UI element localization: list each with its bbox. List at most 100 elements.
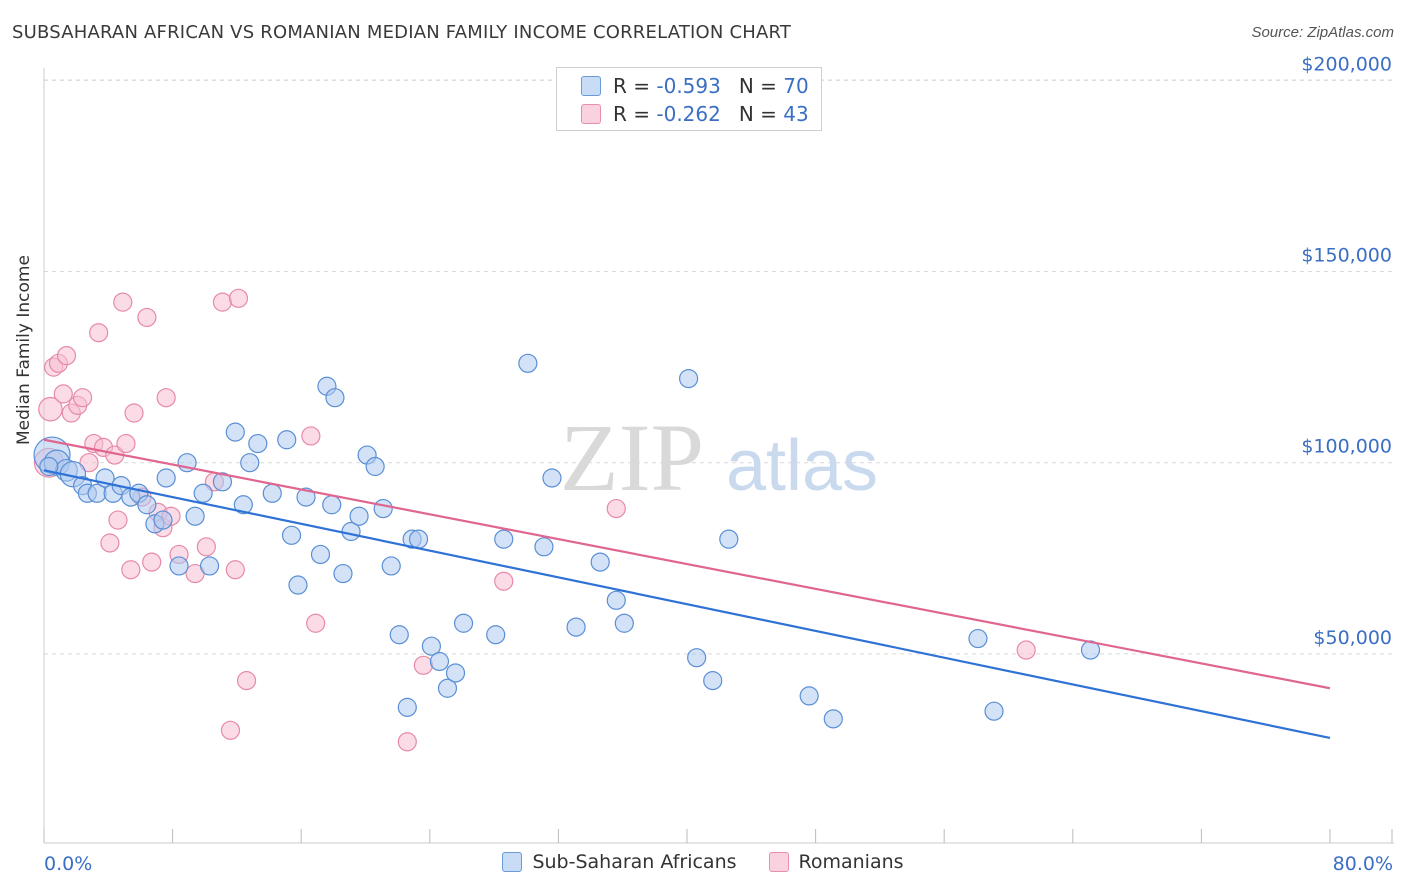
sub-saharan-point — [437, 678, 458, 698]
romanian-point — [121, 560, 141, 580]
n-label: N = — [738, 102, 777, 126]
romanian-point — [156, 388, 176, 408]
sub-saharan-point — [240, 453, 260, 473]
romanian-point — [236, 671, 257, 691]
r-value: -0.262 — [656, 102, 721, 126]
romanian-point — [79, 453, 99, 473]
data-points — [33, 288, 1101, 752]
romanian-point — [89, 323, 109, 343]
sub-saharan-point — [288, 575, 308, 595]
romanian-point — [100, 533, 120, 553]
sub-saharan-point — [310, 544, 331, 565]
romanian-point — [137, 307, 157, 328]
romanian-point — [116, 433, 136, 454]
sub-saharan-point — [333, 563, 353, 584]
sub-saharan-point — [296, 487, 316, 507]
y-tick-label: $150,000 — [1301, 245, 1392, 267]
x-tick-label: 0.0% — [44, 853, 92, 875]
sub-saharan-point — [153, 510, 173, 530]
r-value: -0.593 — [656, 74, 721, 98]
sub-saharan-point — [799, 686, 819, 706]
sub-saharan-point — [606, 590, 626, 610]
romanian-point — [53, 384, 73, 404]
y-axis-label: Median Family Income — [14, 255, 34, 445]
sub-saharan-point — [233, 495, 253, 515]
sub-saharan-point — [719, 529, 739, 549]
r-label: R = — [613, 102, 651, 126]
romanian-point — [494, 571, 514, 591]
blue-swatch — [581, 76, 601, 96]
sub-saharan-point — [169, 556, 189, 576]
sub-saharan-point — [679, 368, 699, 389]
sub-saharan-point — [137, 495, 157, 515]
sub-saharan-point — [968, 628, 988, 649]
sub-saharan-point — [703, 671, 723, 691]
sub-saharan-point — [373, 498, 393, 519]
romanian-point — [1016, 640, 1036, 660]
sub-saharan-point — [349, 506, 369, 526]
sub-saharan-point — [408, 529, 429, 549]
legend-row-pink: R = -0.262 N = 43 — [581, 100, 809, 128]
romanian-point — [397, 732, 417, 752]
sub-saharan-point — [199, 556, 220, 576]
sub-saharan-point — [325, 388, 345, 408]
series-legend: Sub-Saharan Africans Romanians — [0, 851, 1406, 873]
watermark: ZIP atlas — [560, 404, 878, 511]
sub-saharan-point — [486, 625, 506, 645]
sub-saharan-point — [193, 483, 213, 503]
romanian-point — [113, 292, 133, 312]
sub-saharan-point — [212, 472, 233, 492]
sub-saharan-trend-line — [43, 469, 1331, 740]
sub-saharan-point — [823, 709, 843, 729]
romanian-point — [124, 403, 144, 423]
sub-saharan-point — [687, 648, 707, 668]
blue-swatch — [502, 852, 523, 872]
romanian-point — [142, 552, 162, 572]
romanian-point — [413, 655, 433, 675]
y-tick-label: $200,000 — [1301, 53, 1392, 75]
romanian-point — [220, 720, 241, 740]
y-tick-label: $50,000 — [1313, 627, 1392, 649]
romanian-point — [301, 426, 321, 446]
n-label: N = — [738, 74, 777, 98]
gridlines — [44, 79, 1394, 655]
sub-saharan-point — [984, 701, 1004, 721]
sub-saharan-point — [566, 617, 586, 637]
romanian-point — [196, 537, 216, 557]
r-label: R = — [613, 74, 651, 98]
legend-label: Romanians — [798, 851, 904, 873]
tick-labels: $50,000 $100,000 $150,000 $200,000 0.0% 80.0% — [44, 53, 1393, 875]
sub-saharan-point — [590, 552, 610, 572]
pink-swatch — [768, 852, 789, 872]
sub-saharan-point — [445, 663, 466, 683]
romanian-point — [228, 288, 249, 308]
sub-saharan-point — [534, 537, 554, 557]
legend-item-romanians: Romanians — [768, 851, 904, 873]
n-value: 43 — [783, 102, 809, 126]
sub-saharan-point — [397, 697, 417, 717]
sub-saharan-point — [518, 353, 538, 373]
sub-saharan-point — [453, 613, 474, 633]
pink-swatch — [581, 104, 601, 124]
sub-saharan-point — [542, 468, 562, 488]
sub-saharan-point — [262, 483, 282, 503]
sub-saharan-point — [365, 456, 385, 477]
legend-item-sub-saharan: Sub-Saharan Africans — [502, 851, 737, 873]
romanian-point — [38, 396, 63, 422]
romanian-point — [212, 292, 233, 312]
romanian-point — [72, 388, 93, 408]
sub-saharan-point — [381, 556, 401, 576]
source-label: Source: ZipAtlas.com — [1251, 24, 1394, 41]
correlation-legend: R = -0.593 N = 70 R = -0.262 N = 43 — [556, 67, 822, 131]
romanian-point — [108, 510, 128, 530]
sub-saharan-point — [277, 430, 297, 450]
n-value: 70 — [783, 74, 809, 98]
watermark-atlas: atlas — [726, 426, 878, 506]
sub-saharan-point — [322, 495, 342, 515]
legend-label: Sub-Saharan Africans — [532, 851, 737, 873]
sub-saharan-point — [156, 468, 176, 488]
sub-saharan-point — [225, 422, 245, 442]
romanian-point — [606, 498, 626, 519]
sub-saharan-point — [248, 433, 268, 454]
x-tick-label: 80.0% — [1333, 853, 1393, 875]
